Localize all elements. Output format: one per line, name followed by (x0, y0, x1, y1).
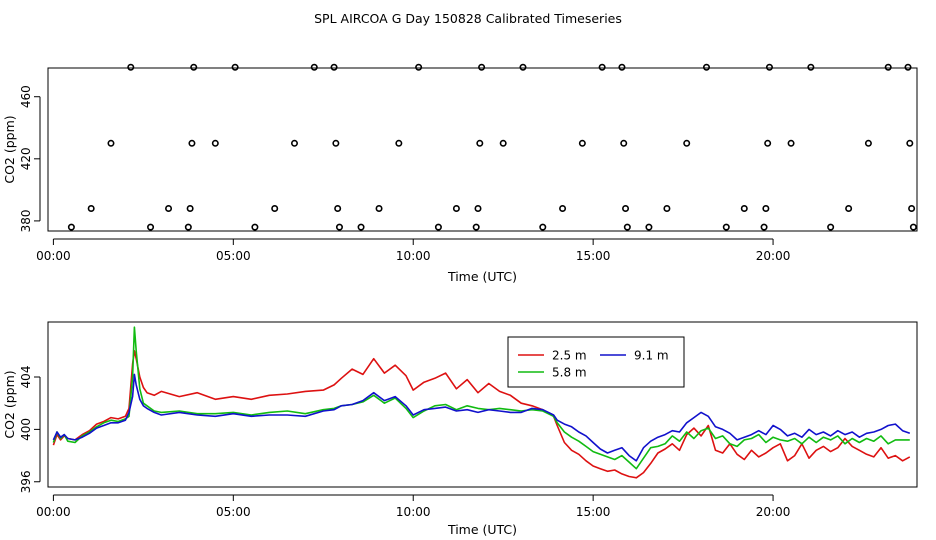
x-tick-label: 05:00 (216, 505, 251, 519)
y-tick-label: 404 (19, 366, 33, 389)
plot-frame (47, 67, 918, 232)
scatter-point (251, 223, 259, 231)
scatter-point (765, 63, 773, 71)
legend-label: 2.5 m (552, 349, 587, 363)
scatter-point (472, 223, 480, 231)
scatter-point (760, 223, 768, 231)
scatter-point (807, 63, 815, 71)
scatter-point (702, 63, 710, 71)
scatter-point (67, 223, 75, 231)
scatter-point (764, 139, 772, 147)
scatter-point (188, 139, 196, 147)
scatter-point (310, 63, 318, 71)
scatter-point (622, 204, 630, 212)
scatter-point (415, 63, 423, 71)
x-axis-label: Time (UTC) (447, 522, 517, 537)
scatter-point (519, 63, 527, 71)
scatter-point (186, 204, 194, 212)
scatter-point (231, 63, 239, 71)
scatter-point (271, 204, 279, 212)
scatter-point (330, 63, 338, 71)
scatter-point (476, 139, 484, 147)
scatter-point (184, 223, 192, 231)
scatter-point (909, 223, 917, 231)
scatter-point (452, 204, 460, 212)
scatter-point (375, 204, 383, 212)
y-tick-label: 396 (19, 470, 33, 493)
x-axis-label: Time (UTC) (447, 269, 517, 284)
legend-box (507, 336, 685, 388)
y-tick-label: 420 (19, 147, 33, 170)
scatter-point (762, 204, 770, 212)
scatter-point (434, 223, 442, 231)
scatter-point (334, 204, 342, 212)
scatter-point (906, 139, 914, 147)
figure-title: SPL AIRCOA G Day 150828 Calibrated Times… (314, 11, 622, 26)
scatter-point (598, 63, 606, 71)
scatter-point (663, 204, 671, 212)
scatter-point (332, 139, 340, 147)
scatter-point (722, 223, 730, 231)
bottom-panel: 00:00 05:00 10:00 15:00 20:00 Time (UTC) 396 40… (2, 321, 918, 537)
scatter-point (478, 63, 486, 71)
top-panel: 00:00 05:00 10:00 15:00 20:00 Time (UTC) 380 42… (2, 63, 918, 284)
x-tick-label: 00:00 (36, 505, 71, 519)
scatter-point (683, 139, 691, 147)
x-tick-label: 20:00 (756, 249, 791, 263)
y-axis-label: CO2 (ppm) (2, 115, 17, 183)
scatter-point (190, 63, 198, 71)
scatter-point (539, 223, 547, 231)
legend-label: 9.1 m (634, 349, 669, 363)
y-tick-label: 460 (19, 85, 33, 108)
scatter-point (87, 204, 95, 212)
y-axis-label: CO2 (ppm) (2, 370, 17, 438)
x-tick-label: 15:00 (576, 249, 611, 263)
x-tick-label: 10:00 (396, 505, 431, 519)
scatter-point (864, 139, 872, 147)
scatter-point (335, 223, 343, 231)
y-tick-label: 400 (19, 418, 33, 441)
plot-frame (47, 321, 918, 488)
scatter-point (618, 63, 626, 71)
scatter-point (395, 139, 403, 147)
x-tick-label: 10:00 (396, 249, 431, 263)
y-tick-label: 380 (19, 209, 33, 232)
scatter-point (499, 139, 507, 147)
scatter-point (211, 139, 219, 147)
scatter-point (740, 204, 748, 212)
scatter-point (845, 204, 853, 212)
series-line-9-1-m (52, 373, 911, 462)
series-lines (52, 326, 911, 479)
scatter-point (357, 223, 365, 231)
scatter-point (559, 204, 567, 212)
scatter-point (620, 139, 628, 147)
x-tick-label: 15:00 (576, 505, 611, 519)
legend-label: 5.8 m (552, 366, 587, 380)
legend: 2.5 m 5.8 m 9.1 m (507, 336, 685, 388)
series-line-5-8-m (52, 326, 910, 470)
scatter-point (147, 223, 155, 231)
scatter-point (290, 139, 298, 147)
scatter-point (908, 204, 916, 212)
x-tick-label: 20:00 (756, 505, 791, 519)
scatter-point (107, 139, 115, 147)
scatter-point (787, 139, 795, 147)
scatter-point (884, 63, 892, 71)
scatter-point (474, 204, 482, 212)
scatter-points (67, 63, 917, 231)
scatter-point (827, 223, 835, 231)
scatter-point (623, 223, 631, 231)
scatter-point (904, 63, 912, 71)
scatter-point (578, 139, 586, 147)
scatter-point (165, 204, 173, 212)
series-line-2-5-m (52, 349, 911, 479)
x-tick-label: 00:00 (36, 249, 71, 263)
scatter-point (127, 63, 135, 71)
x-tick-label: 05:00 (216, 249, 251, 263)
scatter-point (645, 223, 653, 231)
